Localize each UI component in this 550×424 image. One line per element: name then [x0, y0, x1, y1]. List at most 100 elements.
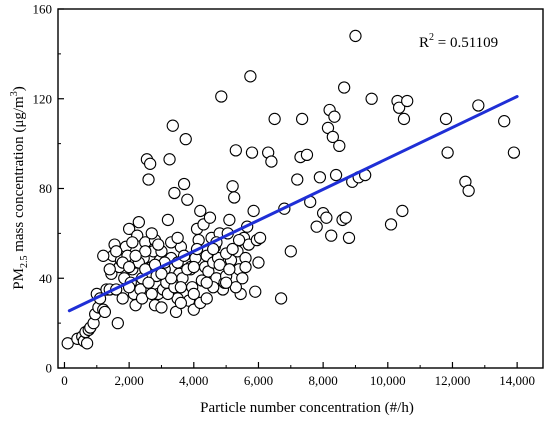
r-squared-r: R [419, 35, 429, 51]
data-point [97, 249, 110, 262]
data-point [247, 204, 260, 218]
x-tick-label: 12,000 [435, 373, 471, 388]
r-squared-annotation: R2 = 0.51109 [419, 32, 498, 51]
data-point [507, 146, 521, 159]
x-tick-label: 14,000 [499, 373, 535, 388]
y-axis-title-subscript: 2.5 [19, 256, 30, 269]
data-point [392, 101, 406, 114]
data-point [384, 218, 398, 231]
y-tick-label: 160 [33, 2, 53, 17]
data-point [326, 130, 339, 144]
data-point [498, 115, 511, 128]
data-point [300, 148, 314, 161]
data-point [310, 220, 323, 233]
data-point [203, 211, 217, 224]
data-point [439, 112, 453, 126]
data-point [215, 90, 228, 103]
x-tick-label: 10,000 [370, 373, 406, 388]
y-axis-title-end: ) [11, 86, 27, 91]
data-point [194, 204, 207, 218]
data-point [174, 281, 188, 294]
data-point [339, 211, 352, 224]
data-point [174, 296, 188, 310]
data-point [171, 231, 184, 245]
data-point [325, 229, 338, 242]
data-point [200, 276, 213, 289]
y-tick-label: 120 [33, 91, 53, 106]
data-point [179, 132, 192, 146]
data-point [472, 99, 485, 112]
regression-line [67, 95, 519, 313]
y-axis-title-pm: PM [11, 268, 27, 290]
data-point [111, 316, 124, 330]
data-point [397, 112, 411, 126]
x-tick-label: 0 [61, 373, 68, 388]
data-point [236, 272, 249, 285]
data-point [268, 112, 281, 126]
data-point [337, 81, 351, 94]
data-point [313, 171, 327, 184]
data-point [145, 227, 158, 240]
data-point [401, 94, 414, 108]
data-point [342, 231, 356, 245]
x-tick-label: 2,000 [115, 373, 144, 388]
data-point [152, 238, 165, 251]
y-axis-ticks [58, 8, 64, 369]
data-point [462, 184, 475, 197]
data-point [329, 168, 343, 182]
data-point [223, 213, 236, 227]
y-axis-tick-labels: 0 40 80 120 160 [33, 2, 53, 376]
data-point [328, 110, 341, 123]
data-point [143, 157, 157, 170]
data-point [129, 249, 142, 262]
data-point [245, 146, 259, 159]
data-point [229, 144, 242, 157]
data-point [274, 292, 288, 305]
data-point [223, 263, 236, 276]
data-point [226, 180, 239, 193]
data-point [232, 233, 246, 247]
data-point [252, 256, 265, 269]
data-point [145, 287, 158, 301]
data-point [320, 211, 333, 224]
data-point [181, 193, 194, 206]
r-squared-superscript: 2 [429, 32, 434, 43]
x-axis-title: Particle number concentration (#/h) [200, 400, 414, 416]
y-tick-label: 0 [46, 361, 53, 376]
data-point [168, 186, 181, 200]
data-point [253, 231, 267, 245]
data-point [239, 260, 252, 274]
data-point [284, 245, 297, 258]
data-point [333, 139, 346, 153]
y-tick-label: 80 [39, 181, 52, 196]
data-point [163, 153, 176, 166]
data-point [228, 191, 241, 204]
data-point [365, 92, 378, 105]
data-point [142, 276, 155, 289]
x-axis-tick-labels: 0 2,000 4,000 6,000 8,000 10,000 12,000 14,000 [61, 373, 535, 388]
y-axis-title: PM2.5 mass concentration (μg/m3) [9, 86, 30, 289]
data-point [291, 173, 304, 186]
data-point [200, 292, 213, 305]
data-point [161, 213, 175, 227]
y-axis-title-middle: mass concentration (μg/m [11, 96, 27, 256]
x-tick-label: 6,000 [244, 373, 273, 388]
data-point [155, 301, 168, 314]
data-point [226, 242, 239, 256]
x-tick-label: 4,000 [179, 373, 208, 388]
data-point [142, 173, 155, 186]
data-point [441, 146, 454, 159]
data-point [166, 119, 179, 132]
x-tick-label: 8,000 [309, 373, 338, 388]
data-point [396, 204, 409, 218]
x-axis-ticks [63, 362, 518, 368]
data-point [110, 245, 123, 258]
scatter-points [61, 29, 521, 350]
data-point [187, 260, 200, 274]
data-point [349, 29, 362, 43]
y-axis-title-superscript: 3 [9, 91, 20, 96]
data-point [126, 236, 139, 249]
data-point [132, 216, 145, 229]
data-point [219, 276, 233, 289]
